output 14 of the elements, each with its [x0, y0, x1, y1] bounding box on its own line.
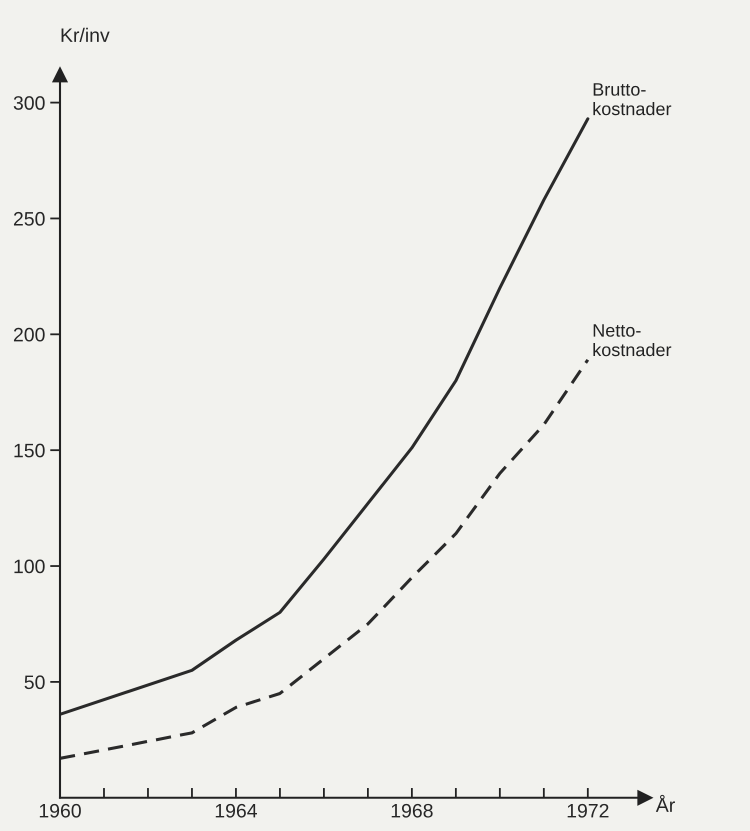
- series-label: Brutto- kostnader: [593, 83, 672, 116]
- x-tick-label: 1960: [40, 804, 81, 818]
- y-tick-label: 250: [14, 212, 45, 226]
- y-tick-label: 50: [24, 675, 45, 690]
- y-tick-label: 300: [14, 96, 45, 110]
- y-tick-label: 200: [14, 328, 45, 342]
- x-tick-label: 1972: [568, 804, 608, 818]
- y-tick-label: 100: [14, 560, 45, 574]
- y-tick-label: 150: [14, 444, 45, 458]
- x-tick-label: 1968: [392, 804, 433, 818]
- x-axis-title: År: [656, 794, 675, 812]
- series-label: Netto- kostnader: [593, 324, 672, 356]
- x-tick-label: 1964: [216, 804, 257, 818]
- y-axis-title: Kr/inv: [62, 28, 110, 42]
